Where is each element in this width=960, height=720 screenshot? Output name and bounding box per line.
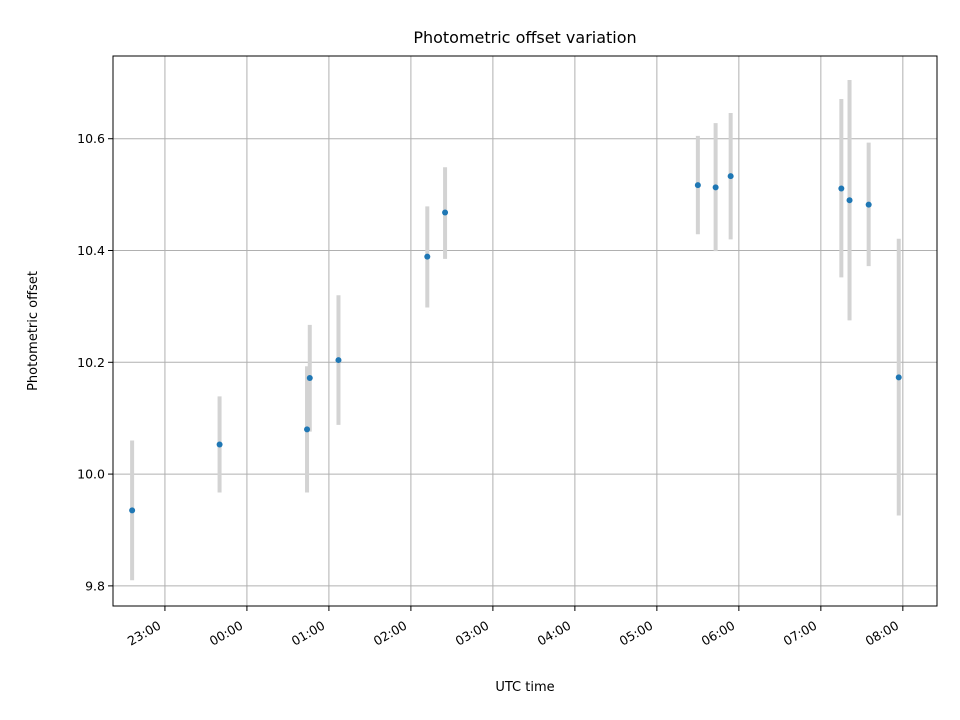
data-point	[712, 184, 719, 191]
data-point	[306, 374, 313, 381]
y-tick-label: 10.4	[77, 243, 105, 258]
data-point	[895, 374, 902, 381]
y-tick-label: 9.8	[85, 578, 105, 593]
grid	[113, 56, 937, 606]
data-point	[694, 182, 701, 189]
chart-title: Photometric offset variation	[413, 28, 636, 47]
y-tick-label: 10.6	[77, 131, 105, 146]
data-point	[335, 357, 342, 364]
data-points	[129, 173, 902, 514]
data-point	[727, 173, 734, 180]
data-point	[424, 253, 431, 260]
data-point	[865, 201, 872, 208]
data-point	[846, 197, 853, 204]
data-point	[216, 441, 223, 448]
data-point	[838, 185, 845, 192]
data-point	[304, 426, 311, 433]
y-tick-label: 10.2	[77, 355, 105, 370]
plot-frame	[112, 55, 938, 607]
y-tick-label: 10.0	[77, 467, 105, 482]
data-point	[129, 507, 136, 514]
y-axis-label: Photometric offset	[26, 271, 41, 391]
data-point	[442, 209, 449, 216]
x-axis-label: UTC time	[495, 680, 554, 695]
